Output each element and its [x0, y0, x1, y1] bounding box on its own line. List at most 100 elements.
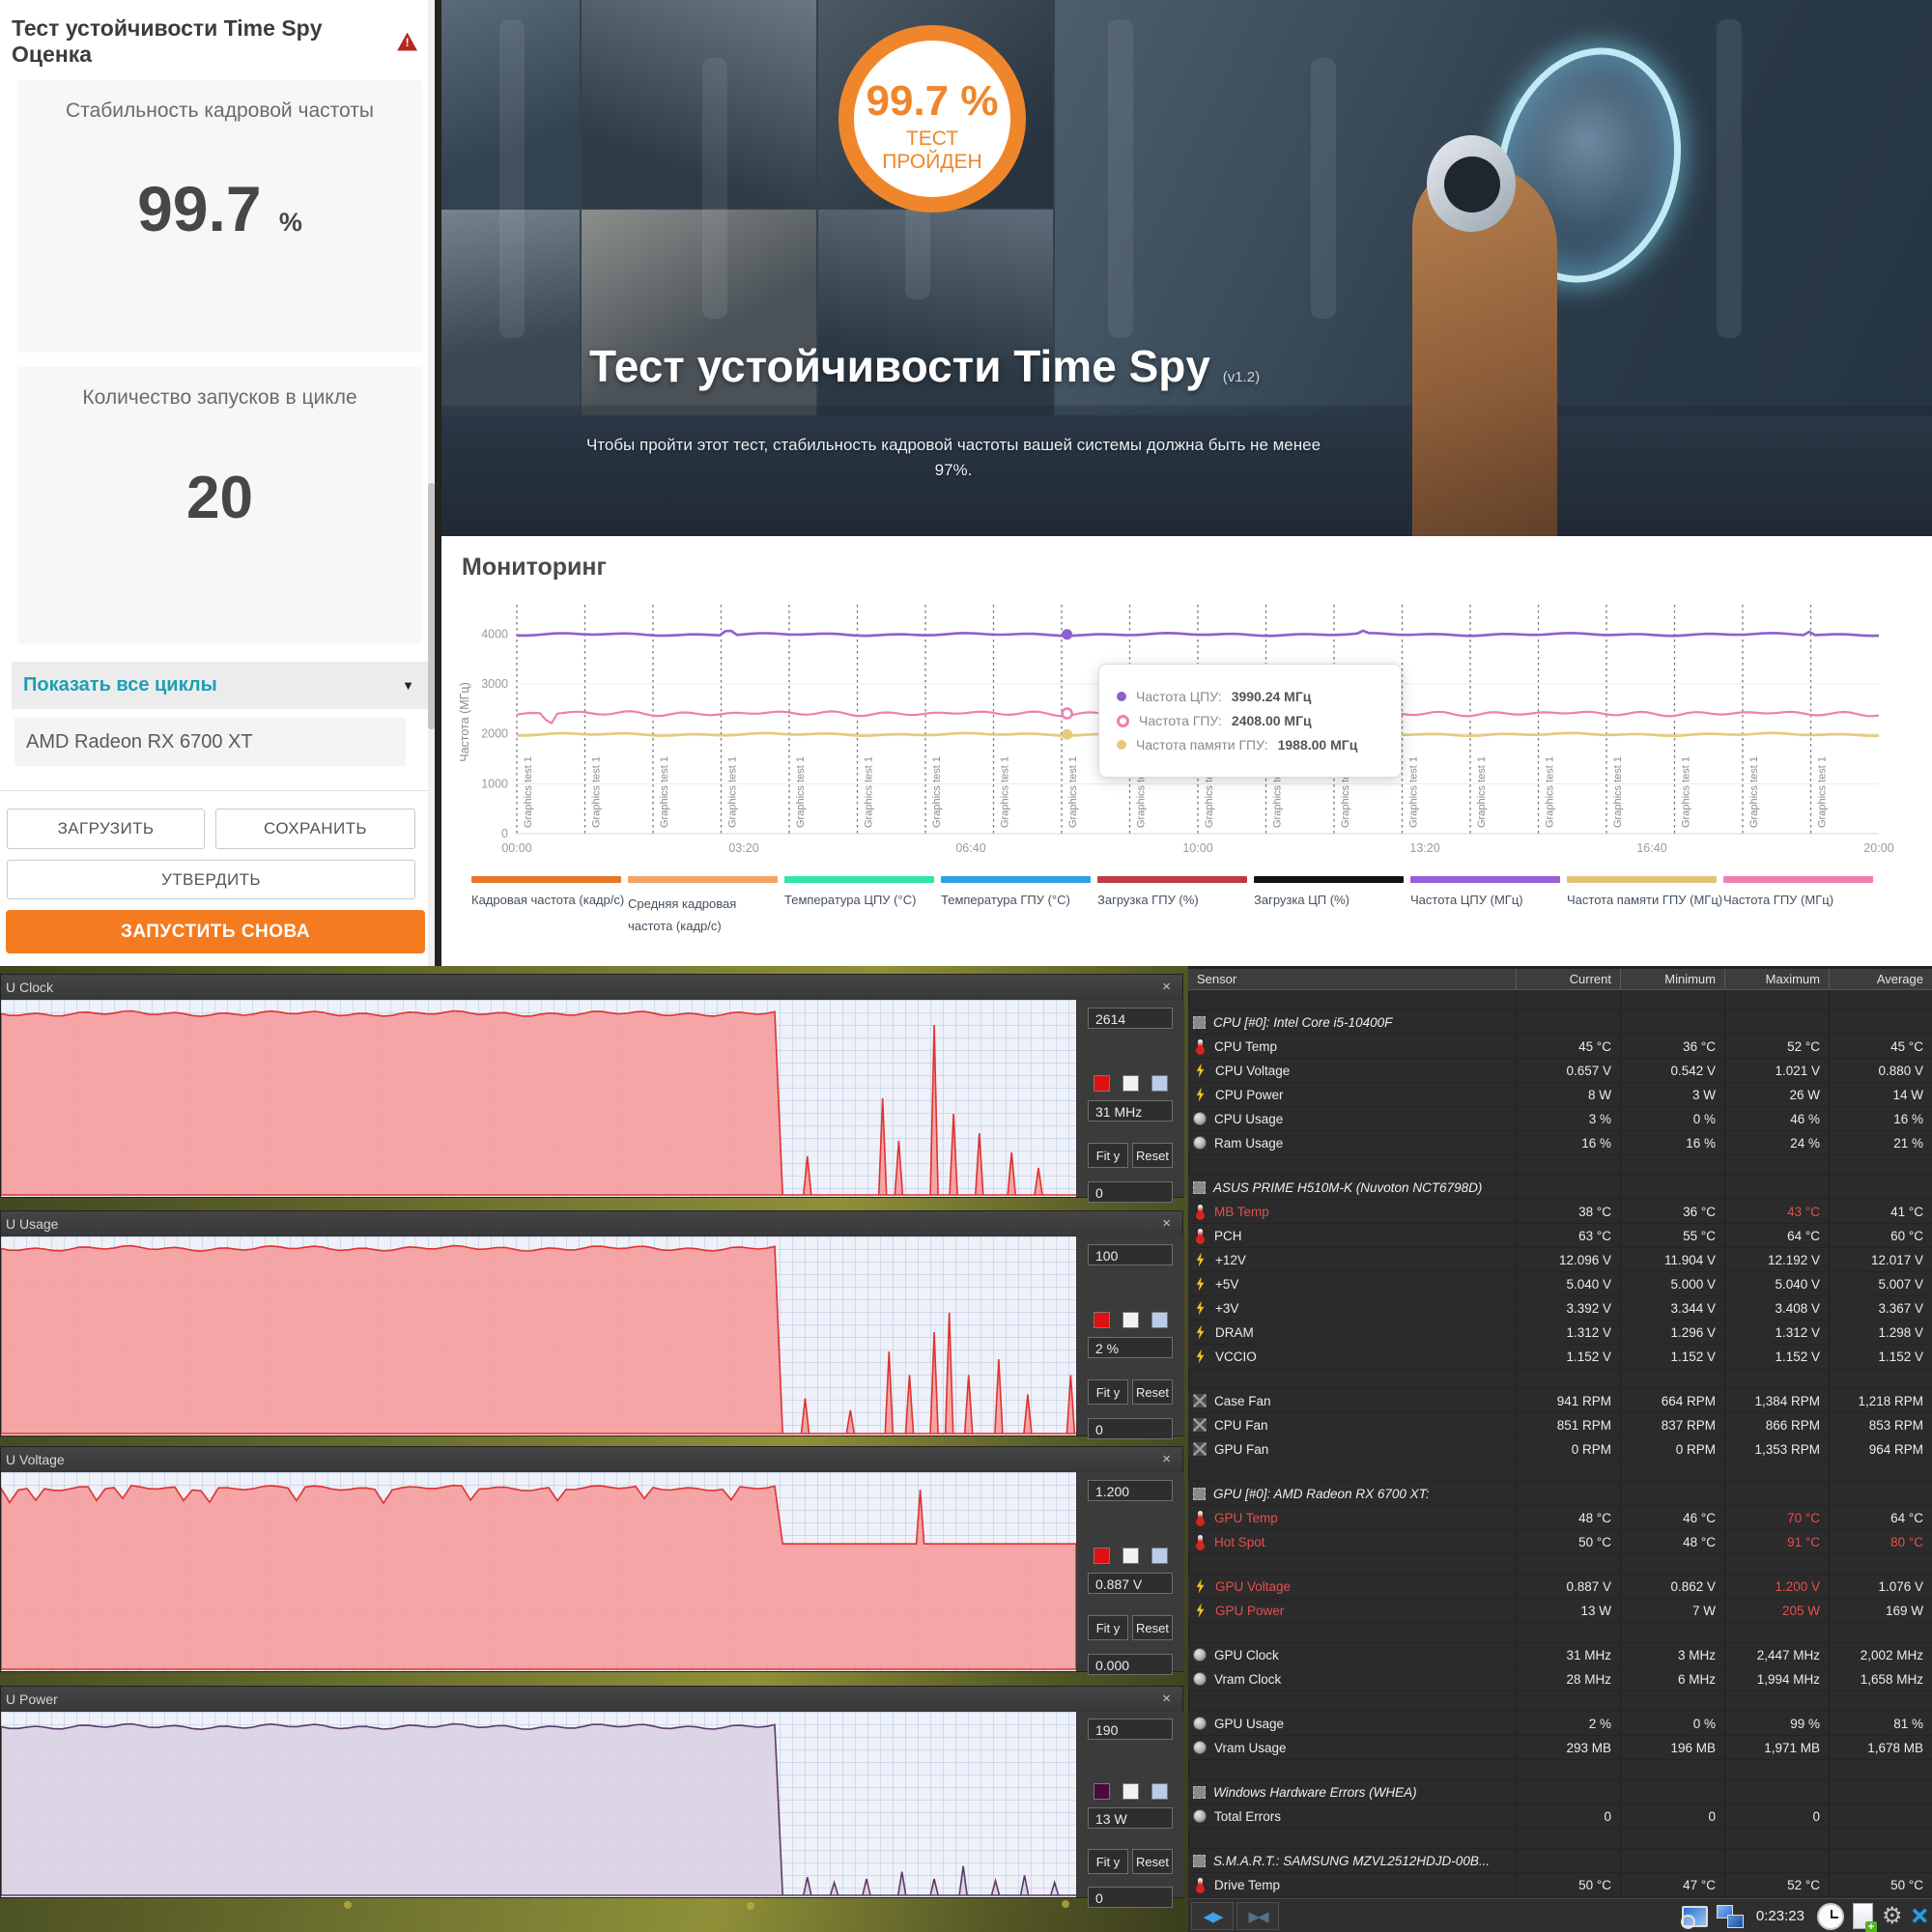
graph-plot-area[interactable] [1, 1472, 1076, 1671]
logging-icon[interactable]: + [1852, 1903, 1877, 1932]
window-titlebar[interactable]: U Power × [1, 1687, 1182, 1712]
sensor-row[interactable]: CPU Voltage 0.657 V 0.542 V 1.021 V 0.880 V [1188, 1059, 1932, 1083]
fit-y-button[interactable]: Fit y [1088, 1615, 1128, 1640]
series-color-swatch[interactable] [1093, 1312, 1110, 1328]
scrollbar-track[interactable] [428, 0, 435, 966]
banner-subtitle: Чтобы пройти этот тест, стабильность кад… [585, 436, 1321, 480]
sensor-section-row[interactable]: CPU [#0]: Intel Core i5-10400F [1188, 1010, 1932, 1035]
load-button[interactable]: ЗАГРУЗИТЬ [7, 809, 205, 849]
warning-icon[interactable]: ! [397, 32, 417, 51]
graph-current-value: 31 MHz [1088, 1100, 1173, 1122]
sensor-row[interactable]: GPU Fan 0 RPM 0 RPM 1,353 RPM 964 RPM [1188, 1437, 1932, 1462]
close-icon[interactable]: × [1162, 979, 1171, 995]
reset-button[interactable]: Reset [1132, 1849, 1173, 1874]
sensor-row[interactable]: +5V 5.040 V 5.000 V 5.040 V 5.007 V [1188, 1272, 1932, 1296]
grid-color-swatch[interactable] [1151, 1312, 1168, 1328]
graph-plot-area[interactable] [1, 1000, 1076, 1197]
remote-monitoring-icon[interactable] [1716, 1904, 1744, 1928]
grid-color-swatch[interactable] [1151, 1783, 1168, 1800]
grid-color-swatch[interactable] [1151, 1075, 1168, 1092]
sensor-label: Vram Clock [1214, 1671, 1282, 1687]
legend-label: Температура ГПУ (°C) [941, 893, 1070, 907]
bolt-icon [1196, 1324, 1205, 1340]
sensor-row[interactable]: CPU Usage 3 % 0 % 46 % 16 % [1188, 1107, 1932, 1131]
sensor-row[interactable]: Ram Usage 16 % 16 % 24 % 21 % [1188, 1131, 1932, 1155]
sensor-row[interactable]: Vram Clock 28 MHz 6 MHz 1,994 MHz 1,658 MHz [1188, 1667, 1932, 1691]
column-header-current[interactable]: Current [1516, 969, 1620, 989]
sensor-row[interactable]: PCH 63 °C 55 °C 64 °C 60 °C [1188, 1224, 1932, 1248]
sensor-value: 0 RPM [1620, 1437, 1724, 1461]
grid-color-swatch[interactable] [1151, 1548, 1168, 1564]
tooltip-row: Частота ЦПУ: 3990.24 МГц [1117, 689, 1383, 704]
sensor-value [1829, 1849, 1932, 1872]
confirm-button[interactable]: УТВЕРДИТЬ [7, 860, 415, 899]
column-header-maximum[interactable]: Maximum [1724, 969, 1829, 989]
fit-y-button[interactable]: Fit y [1088, 1379, 1128, 1405]
sensor-section-row[interactable]: S.M.A.R.T.: SAMSUNG MZVL2512HDJD-00B... [1188, 1849, 1932, 1873]
window-titlebar[interactable]: U Clock × [1, 975, 1182, 1000]
sensor-row[interactable]: GPU Voltage 0.887 V 0.862 V 1.200 V 1.076 V [1188, 1575, 1932, 1599]
sensor-row[interactable]: CPU Temp 45 °C 36 °C 52 °C 45 °C [1188, 1035, 1932, 1059]
scrollbar-thumb[interactable] [428, 483, 435, 729]
sensor-row[interactable]: Total Errors 0 0 0 [1188, 1804, 1932, 1829]
svg-text:Частота (МГц): Частота (МГц) [458, 682, 471, 761]
gpu-name-row[interactable]: AMD Radeon RX 6700 XT [14, 718, 406, 766]
sensor-row[interactable]: +12V 12.096 V 11.904 V 12.192 V 12.017 V [1188, 1248, 1932, 1272]
sensor-row[interactable]: GPU Clock 31 MHz 3 MHz 2,447 MHz 2,002 MHz [1188, 1643, 1932, 1667]
reset-button[interactable]: Reset [1132, 1143, 1173, 1168]
sensor-row[interactable]: Drive Temp 253 °C49 °C57 °C53 °C [1188, 1897, 1932, 1898]
sensor-section-row[interactable]: ASUS PRIME H510M-K (Nuvoton NCT6798D) [1188, 1176, 1932, 1200]
sensor-row[interactable]: GPU Usage 2 % 0 % 99 % 81 % [1188, 1712, 1932, 1736]
sensor-label: Case Fan [1214, 1393, 1271, 1408]
sensor-row[interactable]: CPU Fan 851 RPM 837 RPM 866 RPM 853 RPM [1188, 1413, 1932, 1437]
settings-gear-icon[interactable]: ⚙ [1881, 1903, 1903, 1929]
sensor-row[interactable]: Drive Temp 50 °C 47 °C 52 °C 50 °C [1188, 1873, 1932, 1897]
swap-columns-button[interactable]: ◀▶ [1191, 1902, 1234, 1930]
sensor-value: 5.040 V [1724, 1272, 1829, 1295]
background-color-swatch[interactable] [1122, 1312, 1139, 1328]
sensor-row[interactable]: MB Temp 38 °C 36 °C 43 °C 41 °C [1188, 1200, 1932, 1224]
sensor-row[interactable]: VCCIO 1.152 V 1.152 V 1.152 V 1.152 V [1188, 1345, 1932, 1369]
series-color-swatch[interactable] [1093, 1075, 1110, 1092]
sensor-value: 1.152 V [1620, 1345, 1724, 1368]
close-icon[interactable]: × [1911, 1899, 1928, 1932]
close-icon[interactable]: × [1162, 1690, 1171, 1707]
run-again-button[interactable]: ЗАПУСТИТЬ СНОВА [6, 910, 425, 953]
reset-button[interactable]: Reset [1132, 1379, 1173, 1405]
sensor-row[interactable]: Hot Spot 50 °C 48 °C 91 °C 80 °C [1188, 1530, 1932, 1554]
sensor-value: 3.408 V [1724, 1296, 1829, 1320]
fit-y-button[interactable]: Fit y [1088, 1849, 1128, 1874]
reset-button[interactable]: Reset [1132, 1615, 1173, 1640]
series-color-swatch[interactable] [1093, 1548, 1110, 1564]
show-all-loops-dropdown[interactable]: Показать все циклы ▼ [12, 662, 428, 709]
sensor-row[interactable]: DRAM 1.312 V 1.296 V 1.312 V 1.298 V [1188, 1321, 1932, 1345]
series-color-swatch[interactable] [1093, 1783, 1110, 1800]
column-header-average[interactable]: Average [1829, 969, 1932, 989]
screen-capture-icon[interactable] [1680, 1905, 1708, 1929]
graph-plot-area[interactable] [1, 1236, 1076, 1435]
clock-icon[interactable] [1816, 1902, 1844, 1930]
window-titlebar[interactable]: U Voltage × [1, 1447, 1182, 1472]
background-color-swatch[interactable] [1122, 1075, 1139, 1092]
sensor-row[interactable]: +3V 3.392 V 3.344 V 3.408 V 3.367 V [1188, 1296, 1932, 1321]
background-color-swatch[interactable] [1122, 1548, 1139, 1564]
window-titlebar[interactable]: U Usage × [1, 1211, 1182, 1236]
save-button[interactable]: СОХРАНИТЬ [215, 809, 415, 849]
column-header-sensor[interactable]: Sensor [1197, 972, 1237, 986]
close-icon[interactable]: × [1162, 1215, 1171, 1232]
column-header-minimum[interactable]: Minimum [1620, 969, 1724, 989]
sensor-row[interactable]: Vram Usage 293 MB 196 MB 1,971 MB 1,678 MB [1188, 1736, 1932, 1760]
collapse-columns-button[interactable]: ▶◀ [1236, 1902, 1279, 1930]
sensor-section-row[interactable]: GPU [#0]: AMD Radeon RX 6700 XT: [1188, 1482, 1932, 1506]
sensor-value: 0 [1724, 1804, 1829, 1828]
close-icon[interactable]: × [1162, 1451, 1171, 1467]
montage-tile [441, 0, 580, 208]
graph-plot-area[interactable] [1, 1712, 1076, 1897]
sensor-row[interactable]: Case Fan 941 RPM 664 RPM 1,384 RPM 1,218 RPM [1188, 1389, 1932, 1413]
fit-y-button[interactable]: Fit y [1088, 1143, 1128, 1168]
background-color-swatch[interactable] [1122, 1783, 1139, 1800]
sensor-row[interactable]: GPU Temp 48 °C 46 °C 70 °C 64 °C [1188, 1506, 1932, 1530]
sensor-section-row[interactable]: Windows Hardware Errors (WHEA) [1188, 1780, 1932, 1804]
